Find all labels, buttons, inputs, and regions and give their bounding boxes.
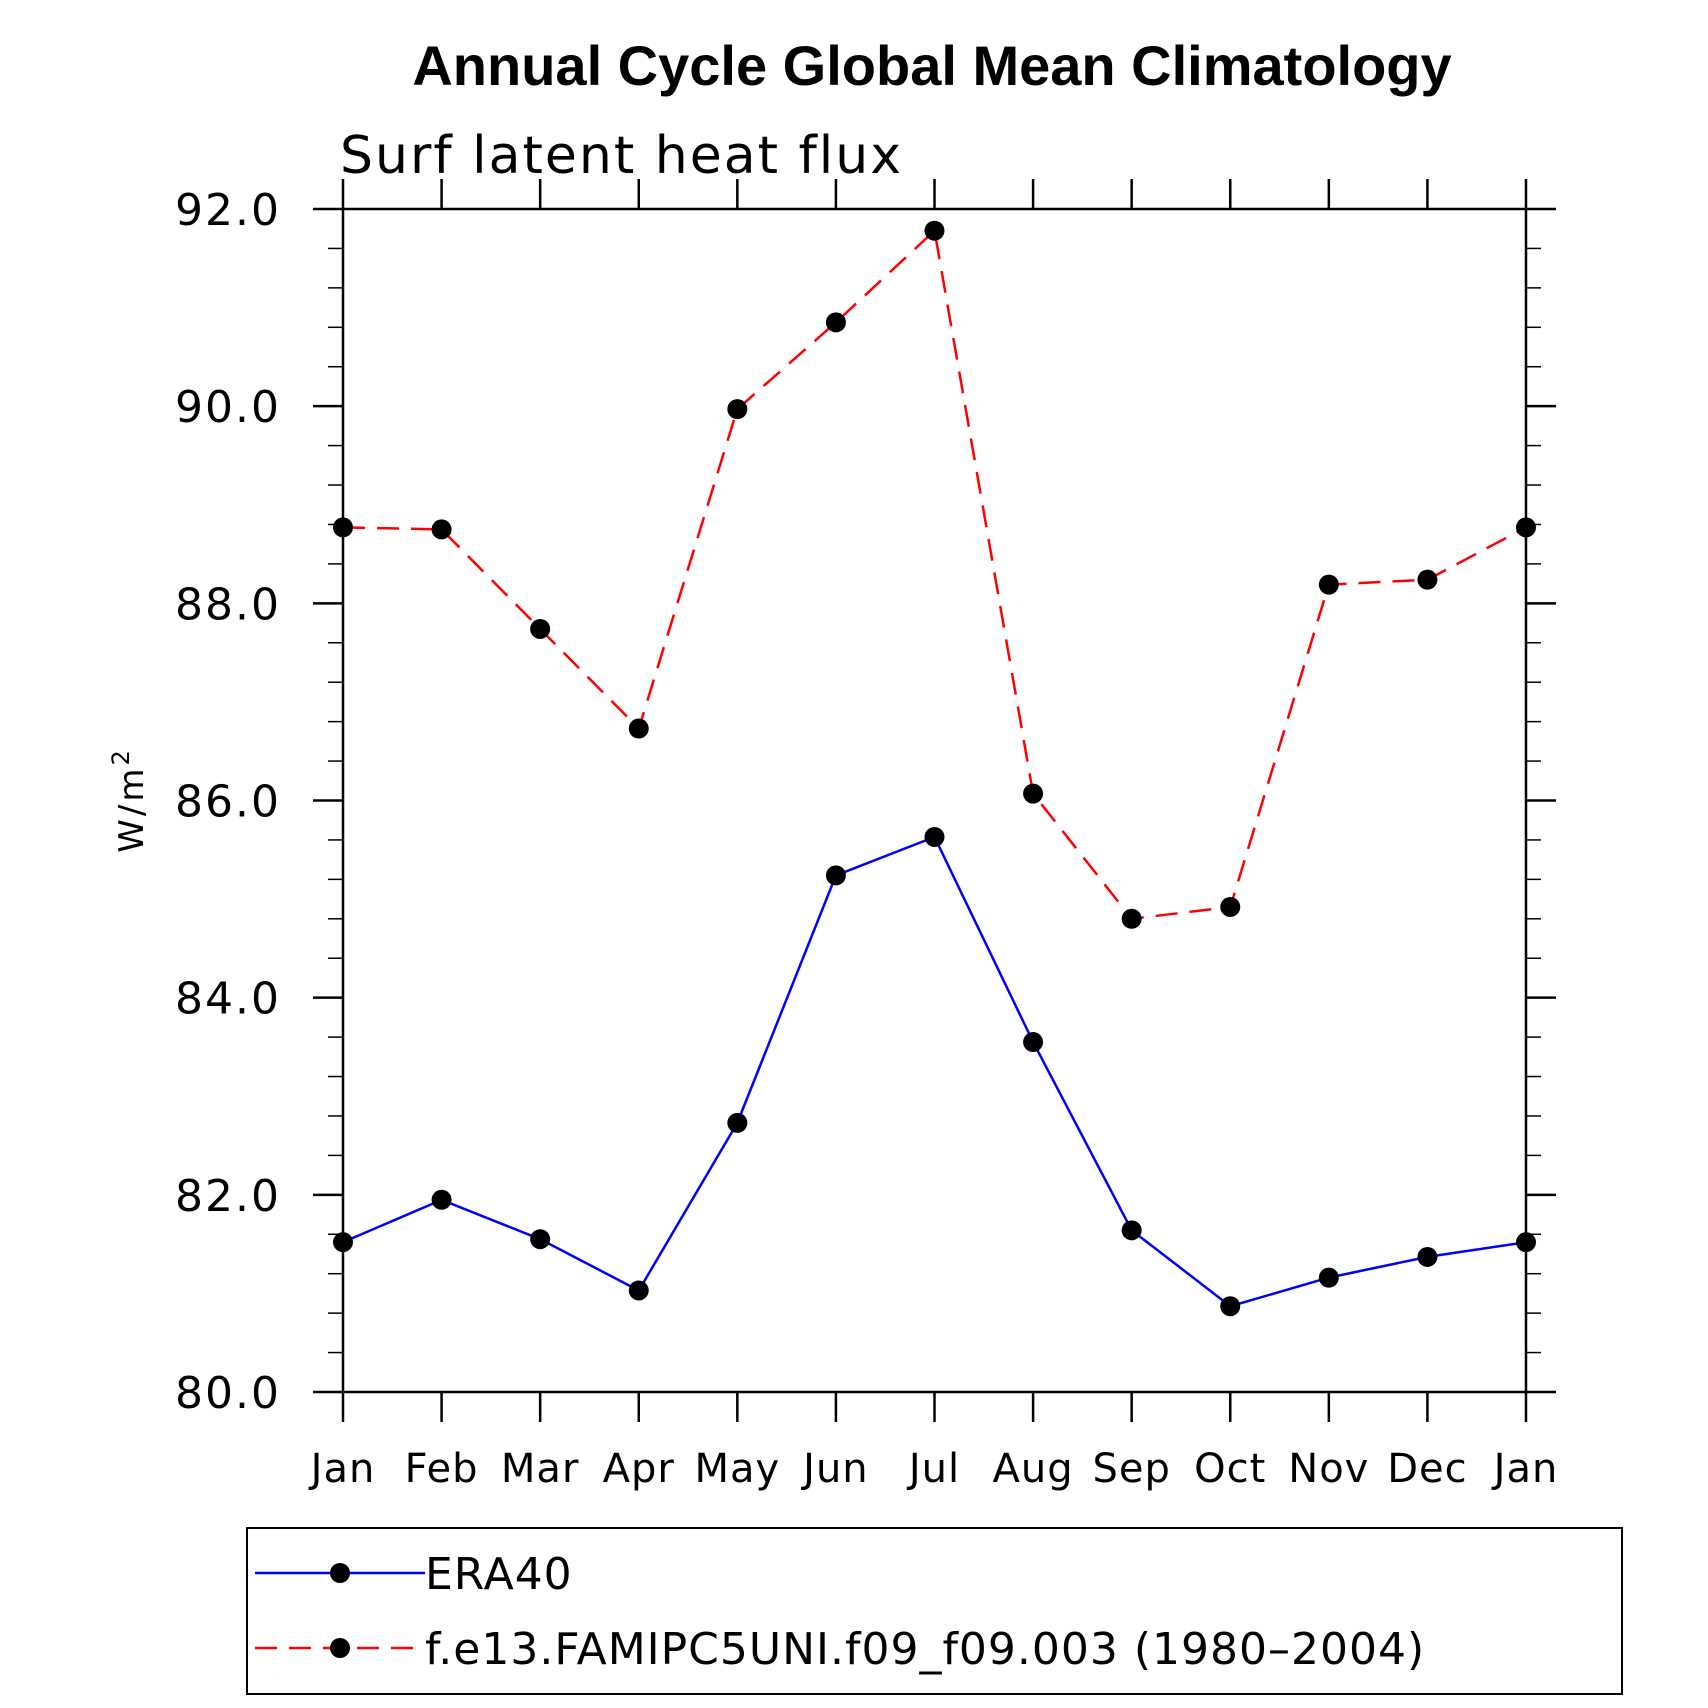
plot-frame bbox=[341, 207, 1528, 1394]
y-tick-label: 90.0 bbox=[175, 382, 281, 433]
series-line-0 bbox=[342, 835, 1527, 1308]
y-tick-label: 86.0 bbox=[175, 777, 281, 828]
x-tick-label: Jun bbox=[800, 1446, 869, 1492]
x-tick-label: Aug bbox=[993, 1446, 1074, 1492]
y-tick-label: 84.0 bbox=[175, 974, 281, 1025]
series-1-point-2 bbox=[530, 618, 551, 639]
x-tick-label: Jan bbox=[308, 1446, 376, 1492]
series-0-point-2 bbox=[530, 1229, 551, 1250]
series-1-point-11 bbox=[1417, 569, 1438, 590]
series-0-point-0 bbox=[333, 1232, 353, 1253]
plot-series bbox=[333, 220, 1536, 1317]
legend-marker-model bbox=[330, 1638, 350, 1658]
y-axis-label: W/m2 bbox=[107, 747, 152, 852]
x-tick-label: Apr bbox=[603, 1446, 675, 1492]
x-tick-label: May bbox=[694, 1446, 780, 1492]
series-0-point-1 bbox=[431, 1189, 452, 1210]
series-0-point-12 bbox=[1516, 1232, 1536, 1253]
series-0-point-5 bbox=[825, 865, 846, 886]
series-0-point-4 bbox=[727, 1112, 748, 1133]
y-tick-label: 80.0 bbox=[175, 1368, 281, 1419]
x-tick-label: Jan bbox=[1491, 1446, 1559, 1492]
series-1-point-0 bbox=[333, 517, 353, 538]
y-axis-label-superscript: 2 bbox=[107, 747, 135, 765]
series-1-point-6 bbox=[924, 220, 945, 241]
series-1-point-1 bbox=[431, 519, 452, 540]
series-1-point-12 bbox=[1516, 517, 1536, 538]
series-1-point-9 bbox=[1220, 896, 1241, 917]
chart-title: Annual Cycle Global Mean Climatology bbox=[412, 34, 1451, 97]
x-tick-label: Sep bbox=[1092, 1446, 1170, 1492]
x-tick-label: Dec bbox=[1387, 1446, 1467, 1492]
series-0-point-3 bbox=[628, 1280, 649, 1301]
series-0-point-6 bbox=[924, 826, 945, 847]
series-0-point-7 bbox=[1023, 1032, 1044, 1053]
chart-subtitle: Surf latent heat flux bbox=[340, 126, 903, 186]
legend-label-era40: ERA40 bbox=[425, 1549, 573, 1600]
series-1-point-7 bbox=[1023, 783, 1044, 804]
x-tick-label: Feb bbox=[405, 1446, 479, 1492]
series-0-point-10 bbox=[1318, 1267, 1339, 1288]
legend-label-model: f.e13.FAMIPC5UNI.f09_f09.003 (1980–2004) bbox=[425, 1624, 1425, 1675]
legend-marker-era40 bbox=[330, 1563, 350, 1583]
series-line-1 bbox=[342, 228, 1527, 921]
axes: 80.0 82.0 84.0 86.0 88.0 90.0 92.0 Jan Feb Mar Apr… bbox=[175, 179, 1559, 1492]
series-1-point-8 bbox=[1121, 908, 1142, 929]
y-tick-label: 88.0 bbox=[175, 579, 281, 630]
x-tick-label: Nov bbox=[1288, 1446, 1369, 1492]
x-tick-label: Jul bbox=[906, 1446, 960, 1492]
x-tick-label: Mar bbox=[501, 1446, 579, 1492]
series-0-point-11 bbox=[1417, 1246, 1438, 1267]
legend: ERA40 f.e13.FAMIPC5UNI.f09_f09.003 (1980… bbox=[246, 1527, 1623, 1695]
y-axis-label-text: W/m bbox=[112, 766, 152, 853]
series-0-point-8 bbox=[1121, 1220, 1142, 1241]
legend-box bbox=[246, 1527, 1623, 1695]
series-1-point-4 bbox=[727, 399, 748, 420]
svg-text:W/m2: W/m2 bbox=[107, 747, 152, 852]
x-tick-label: Oct bbox=[1194, 1446, 1266, 1492]
series-0-point-9 bbox=[1220, 1296, 1241, 1317]
y-tick-label: 92.0 bbox=[175, 185, 281, 236]
y-tick-label: 82.0 bbox=[175, 1171, 281, 1222]
series-1-point-10 bbox=[1318, 574, 1339, 595]
series-1-point-3 bbox=[628, 718, 649, 739]
series-1-point-5 bbox=[825, 312, 846, 333]
